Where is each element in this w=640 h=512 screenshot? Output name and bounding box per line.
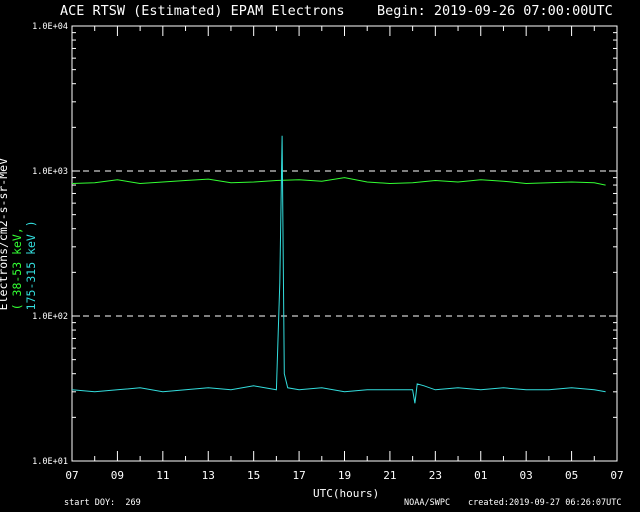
x-tick-label: 07 — [65, 469, 78, 482]
chart-title: ACE RTSW (Estimated) EPAM Electrons — [60, 3, 345, 19]
x-tick-label: 19 — [338, 469, 351, 482]
begin-time: Begin: 2019-09-26 07:00:00UTC — [377, 3, 613, 19]
y-axis-high-energy: 175-315 keV ) — [24, 220, 38, 311]
x-tick-label: 07 — [610, 469, 623, 482]
y-tick-label: 1.0E+03 — [32, 167, 68, 177]
y-tick-label: 1.0E+02 — [32, 312, 68, 322]
series-line-1 — [71, 135, 606, 404]
plot-frame — [71, 25, 618, 462]
y-axis-units: Electrons/cm2-s-sr-MeV — [0, 157, 10, 311]
y-tick-label: 1.0E+01 — [32, 457, 68, 467]
source-label: NOAA/SWPC — [404, 498, 451, 508]
y-axis-label-text: Electrons/cm2-s-sr-MeV ( 38-53 keV, 175-… — [0, 158, 52, 338]
x-tick-label: 05 — [565, 469, 578, 482]
created-timestamp: created:2019-09-27 06:26:07UTC — [468, 498, 622, 508]
y-axis-low-energy: ( 38-53 keV, — [10, 227, 24, 311]
x-tick-label: 15 — [247, 469, 260, 482]
series-line-0 — [71, 177, 606, 186]
x-axis-label: UTC(hours) — [313, 487, 380, 500]
x-tick-label: 11 — [156, 469, 169, 482]
x-tick-label: 01 — [474, 469, 487, 482]
x-tick-label: 09 — [111, 469, 124, 482]
start-doy: start DOY: 269 — [64, 498, 141, 508]
x-tick-label: 23 — [429, 469, 442, 482]
x-tick-label: 21 — [383, 469, 396, 482]
x-tick-label: 03 — [520, 469, 533, 482]
y-tick-label: 1.0E+04 — [32, 22, 68, 32]
x-tick-label: 17 — [292, 469, 305, 482]
x-tick-label: 13 — [202, 469, 215, 482]
